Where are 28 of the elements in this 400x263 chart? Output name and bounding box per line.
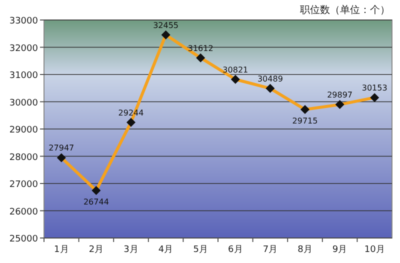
xtick-label: 8月: [298, 245, 312, 255]
xtick-label: 2月: [88, 245, 104, 255]
data-label: 32455: [153, 20, 179, 30]
xtick-label: 10月: [364, 245, 385, 255]
ytick-label: 33000: [9, 16, 38, 26]
ytick-label: 25000: [9, 234, 38, 244]
data-label: 29897: [327, 90, 353, 100]
xtick-label: 5月: [193, 245, 208, 255]
data-label: 26744: [83, 197, 109, 206]
data-label: 30821: [222, 65, 248, 74]
ytick-label: 32000: [9, 44, 38, 54]
xtick-label: 3月: [124, 245, 138, 255]
ytick-label: 28000: [9, 152, 38, 163]
title: 职位数（单位：个）: [300, 5, 390, 16]
ytick-label: 26000: [9, 207, 38, 218]
data-label: 29715: [292, 116, 318, 126]
xtick-label: 4月: [158, 245, 174, 255]
xtick-label: 1月: [54, 245, 69, 255]
ytick-label: 31000: [9, 71, 38, 81]
ytick-label: 29000: [9, 126, 38, 136]
xtick-label: 9月: [332, 245, 348, 255]
xtick-label: 6月: [228, 245, 243, 255]
data-label: 30489: [257, 74, 283, 84]
ytick-label: 30000: [9, 98, 38, 108]
ytick-label: 27000: [9, 180, 38, 190]
data-label: 27947: [48, 144, 74, 153]
data-label: 30153: [362, 84, 388, 93]
xtick-label: 7月: [262, 245, 278, 255]
